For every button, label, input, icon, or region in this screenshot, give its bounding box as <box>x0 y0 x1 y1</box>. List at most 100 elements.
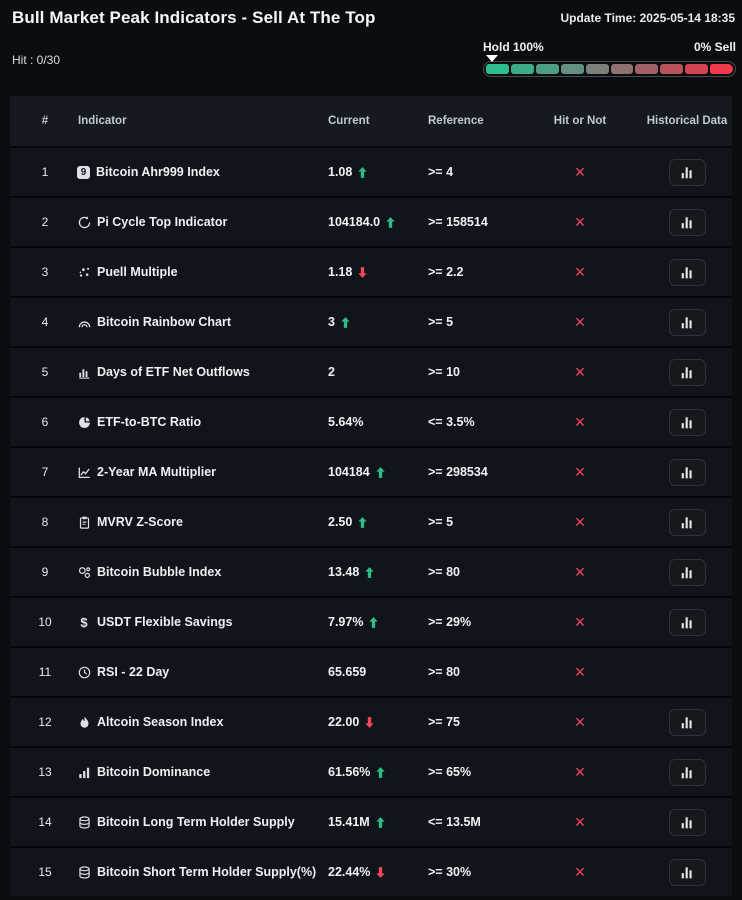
reference-value: <= 3.5% <box>428 415 475 429</box>
hit-counter: Hit : 0/30 <box>12 53 61 67</box>
gauge-segment <box>610 64 634 74</box>
trend-up-icon <box>368 616 379 629</box>
current-cell: 15.41M <box>318 815 418 829</box>
historical-data-button[interactable] <box>668 308 706 336</box>
current-cell: 13.48 <box>318 565 418 579</box>
indicator-name: Bitcoin Dominance <box>97 765 211 779</box>
indicator-cell: Bitcoin Long Term Holder Supply <box>68 815 318 829</box>
indicator-name: Bitcoin Rainbow Chart <box>97 315 232 329</box>
indicator-name: Days of ETF Net Outflows <box>97 365 250 379</box>
historical-data-button[interactable] <box>668 408 706 436</box>
table-row: 7 2-Year MA Multiplier 104184 >= 298534 … <box>10 446 732 496</box>
table-header: # Indicator Current Reference Hit or Not… <box>10 96 732 146</box>
current-value: 3 <box>328 315 335 329</box>
current-value: 2 <box>328 365 335 379</box>
historical-data-button[interactable] <box>668 258 706 286</box>
table-row: 9 Bitcoin Bubble Index 13.48 >= 80 × <box>10 546 732 596</box>
table-row: 6 ETF-to-BTC Ratio 5.64% <= 3.5% × <box>10 396 732 446</box>
miss-icon: × <box>574 462 586 482</box>
reference-value: >= 80 <box>428 565 460 579</box>
historical-data-button[interactable] <box>668 208 706 236</box>
gauge-segment <box>710 64 734 74</box>
table-row: 5 Days of ETF Net Outflows 2 >= 10 × <box>10 346 732 396</box>
hold-sell-gauge: Hold 100% 0% Sell <box>483 40 736 77</box>
row-number: 4 <box>41 315 49 329</box>
indicator-cell: 2-Year MA Multiplier <box>68 465 318 479</box>
historical-data-cell <box>642 158 732 186</box>
historical-data-button[interactable] <box>668 458 706 486</box>
indicator-cell: 9 Bitcoin Ahr999 Index <box>68 165 318 179</box>
historical-data-button[interactable] <box>668 808 706 836</box>
gauge-segment <box>660 64 684 74</box>
gauge-segment <box>535 64 559 74</box>
column-header-current: Current <box>328 115 370 127</box>
historical-data-button[interactable] <box>668 608 706 636</box>
gauge-segment <box>635 64 659 74</box>
table-row: 2 Pi Cycle Top Indicator 104184.0 >= 158… <box>10 196 732 246</box>
historical-data-button[interactable] <box>668 858 706 886</box>
miss-icon: × <box>574 362 586 382</box>
row-number: 7 <box>41 465 49 479</box>
current-cell: 1.08 <box>318 165 418 179</box>
current-cell: 3 <box>318 315 418 329</box>
indicator-cell: Bitcoin Bubble Index <box>68 565 318 579</box>
cycle-icon <box>77 215 91 229</box>
indicator-name: 2-Year MA Multiplier <box>97 465 217 479</box>
reference-value: >= 5 <box>428 315 454 329</box>
row-number: 15 <box>38 865 52 879</box>
current-value: 1.18 <box>328 265 353 279</box>
current-value: 5.64% <box>328 415 364 429</box>
indicator-cell: ETF-to-BTC Ratio <box>68 415 318 429</box>
miss-icon: × <box>574 712 586 732</box>
table-row: 12 Altcoin Season Index 22.00 >= 75 × <box>10 696 732 746</box>
miss-icon: × <box>574 262 586 282</box>
hold-label: Hold 100% <box>483 40 544 54</box>
historical-data-button[interactable] <box>668 708 706 736</box>
reference-value: >= 65% <box>428 765 472 779</box>
table-row: 13 Bitcoin Dominance 61.56% >= 65% × <box>10 746 732 796</box>
indicator-cell: $ USDT Flexible Savings <box>68 614 318 630</box>
indicator-cell: Pi Cycle Top Indicator <box>68 215 318 229</box>
historical-data-button[interactable] <box>668 158 706 186</box>
indicator-cell: Altcoin Season Index <box>68 715 318 729</box>
gauge-segment <box>510 64 534 74</box>
indicator-name: ETF-to-BTC Ratio <box>97 415 202 429</box>
historical-data-button[interactable] <box>668 558 706 586</box>
historical-data-button[interactable] <box>668 358 706 386</box>
historical-data-cell <box>642 358 732 386</box>
current-value: 2.50 <box>328 515 353 529</box>
miss-icon: × <box>574 312 586 332</box>
database-icon <box>77 815 91 829</box>
historical-data-cell <box>642 208 732 236</box>
current-cell: 2.50 <box>318 515 418 529</box>
historical-data-button[interactable] <box>668 758 706 786</box>
historical-data-button[interactable] <box>668 508 706 536</box>
flame-icon <box>77 715 91 729</box>
row-number: 2 <box>41 215 49 229</box>
historical-data-cell <box>642 308 732 336</box>
indicator-cell: MVRV Z-Score <box>68 515 318 529</box>
clipboard-icon <box>77 515 91 529</box>
indicator-cell: Bitcoin Short Term Holder Supply(%) <box>68 865 318 879</box>
bar-chart-icon <box>77 365 91 379</box>
table-body: 1 9 Bitcoin Ahr999 Index 1.08 >= 4 × 2 P… <box>10 146 732 896</box>
row-number: 6 <box>41 415 49 429</box>
table-row: 11 RSI - 22 Day 65.659 >= 80 × <box>10 646 732 696</box>
reference-value: >= 10 <box>428 365 460 379</box>
gauge-marker-icon <box>486 55 498 62</box>
trend-up-icon <box>357 166 368 179</box>
row-number: 1 <box>41 165 49 179</box>
row-number: 3 <box>41 265 49 279</box>
sell-label: 0% Sell <box>693 40 736 54</box>
indicator-name: Altcoin Season Index <box>97 715 224 729</box>
reference-value: >= 2.2 <box>428 265 464 279</box>
historical-data-cell <box>642 508 732 536</box>
dollar-icon: $ <box>80 614 88 630</box>
current-value: 22.00 <box>328 715 360 729</box>
trend-up-icon <box>375 466 386 479</box>
line-chart-icon <box>77 465 91 479</box>
current-value: 104184.0 <box>328 215 381 229</box>
indicator-cell: Bitcoin Dominance <box>68 765 318 779</box>
indicator-cell: Days of ETF Net Outflows <box>68 365 318 379</box>
current-cell: 65.659 <box>318 665 418 679</box>
